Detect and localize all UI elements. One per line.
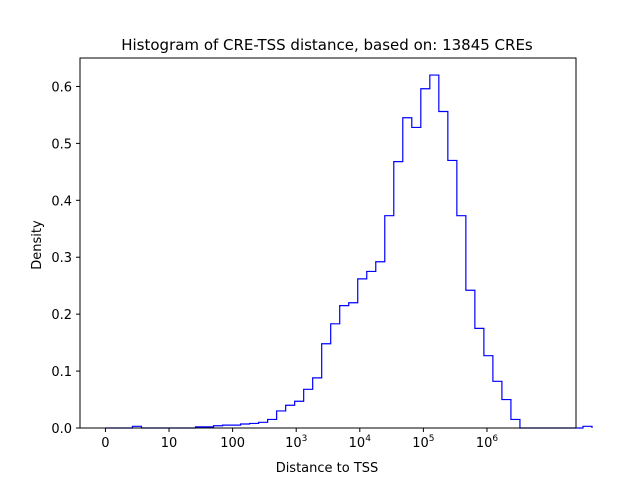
histogram-bin — [340, 306, 349, 428]
histogram-step-line — [105, 74, 593, 429]
y-tick-label: 0.2 — [51, 308, 72, 323]
y-tick-label: 0.1 — [51, 365, 72, 380]
x-axis-label: Distance to TSS — [276, 461, 379, 476]
y-tick-label: 0.5 — [51, 137, 72, 152]
histogram-bin — [376, 262, 385, 428]
histogram-bin — [277, 411, 286, 428]
histogram-bin — [502, 400, 511, 428]
histogram-bin — [448, 160, 457, 428]
histogram-bin — [367, 271, 376, 428]
x-axis: 0 10 100 103 104 105 106 — [101, 428, 498, 451]
histogram-bin — [331, 324, 340, 428]
histogram-bin — [313, 378, 322, 428]
histogram-bin — [385, 216, 394, 428]
histogram-bin — [475, 328, 484, 428]
y-tick-label: 0.3 — [51, 251, 72, 266]
histogram-bin — [349, 303, 358, 428]
x-tick-label: 105 — [412, 434, 434, 451]
histogram-bin — [358, 279, 367, 428]
y-tick-label: 0.4 — [51, 194, 72, 209]
histogram-bin — [430, 75, 439, 428]
x-tick-label: 104 — [349, 434, 372, 451]
y-axis-label: Density — [30, 220, 45, 270]
histogram-bin — [403, 118, 412, 428]
x-tick-label: 0 — [101, 436, 109, 451]
histogram-bin — [484, 356, 493, 428]
x-tick-label: 106 — [476, 434, 499, 451]
histogram-bin — [322, 344, 331, 428]
histogram-bin — [286, 405, 295, 428]
y-axis: 0.0 0.1 0.2 0.3 0.4 0.5 0.6 — [51, 80, 80, 437]
y-tick-label: 0.0 — [51, 422, 72, 437]
histogram-bin — [394, 162, 403, 428]
x-tick-label: 10 — [161, 436, 178, 451]
y-tick-label: 0.6 — [51, 80, 72, 95]
plot-frame — [79, 57, 577, 429]
histogram-bin — [457, 216, 466, 428]
histogram-bin — [295, 401, 304, 428]
x-tick-label: 103 — [285, 434, 307, 451]
plot-area — [79, 57, 593, 429]
histogram-bin — [412, 127, 421, 428]
histogram-bin — [259, 422, 268, 428]
histogram-bin — [511, 419, 520, 428]
histogram-bin — [466, 290, 475, 428]
histogram-bin — [421, 89, 430, 428]
histogram-bin — [439, 112, 448, 428]
chart-title: Histogram of CRE-TSS distance, based on:… — [121, 36, 533, 54]
histogram-bin — [493, 381, 502, 428]
histogram-bin — [268, 419, 277, 428]
histogram-bin — [304, 389, 313, 428]
histogram-bin — [250, 423, 259, 428]
x-tick-label: 100 — [220, 436, 245, 451]
